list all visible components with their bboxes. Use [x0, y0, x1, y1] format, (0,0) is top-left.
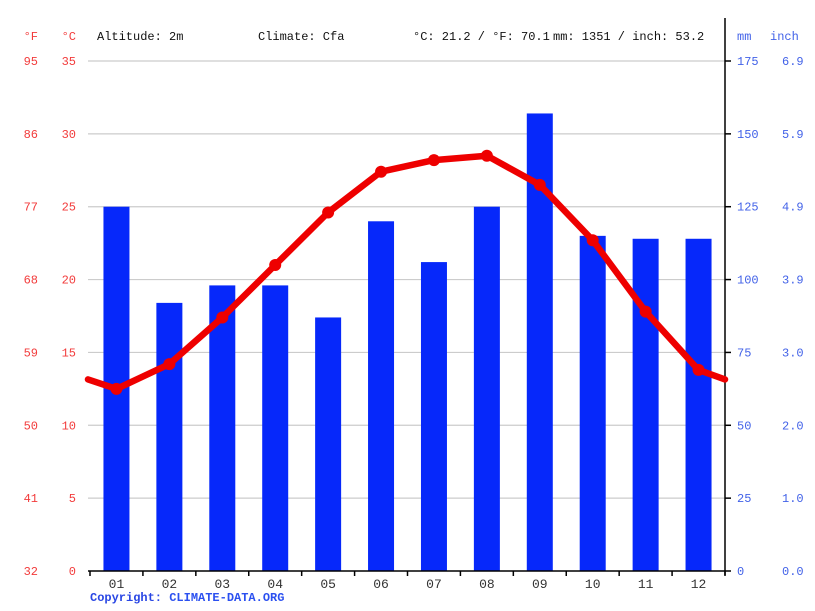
- temperature-point-06: [375, 165, 388, 178]
- month-label-07: 07: [426, 577, 442, 592]
- inch-tick-label: 1.0: [782, 492, 804, 506]
- climate-classification-label: Climate: Cfa: [258, 30, 345, 44]
- month-label-08: 08: [479, 577, 495, 592]
- precipitation-bar-03: [209, 285, 236, 571]
- temperature-point-11: [639, 305, 652, 318]
- celsius-tick-label: 20: [62, 274, 76, 288]
- celsius-tick-label: 5: [69, 492, 76, 506]
- month-label-12: 12: [691, 577, 707, 592]
- month-label-01: 01: [109, 577, 125, 592]
- precipitation-bar-12: [685, 238, 712, 571]
- altitude-label: Altitude: 2m: [97, 30, 184, 44]
- fahrenheit-tick-label: 59: [24, 346, 38, 360]
- copyright-line: Copyright: CLIMATE-DATA.ORG: [90, 591, 284, 605]
- month-label-06: 06: [373, 577, 389, 592]
- inch-tick-label: 5.9: [782, 128, 804, 142]
- celsius-tick-label: 10: [62, 419, 76, 433]
- mm-tick-label: 100: [737, 274, 759, 288]
- fahrenheit-tick-label: 41: [24, 492, 38, 506]
- celsius-tick-label: 35: [62, 55, 76, 69]
- precipitation-bar-08: [473, 206, 500, 571]
- precipitation-bar-07: [420, 262, 447, 571]
- mm-tick-label: 50: [737, 419, 751, 433]
- precipitation-bar-11: [632, 238, 659, 571]
- precipitation-bar-04: [262, 285, 289, 571]
- inch-tick-label: 6.9: [782, 55, 804, 69]
- temperature-point-08: [480, 149, 493, 162]
- temperature-point-01: [110, 382, 123, 395]
- temperature-point-04: [269, 259, 282, 271]
- month-label-09: 09: [532, 577, 548, 592]
- temperature-point-10: [586, 234, 599, 247]
- temperature-point-02: [163, 358, 176, 371]
- inch-tick-label: 3.0: [782, 346, 804, 360]
- precipitation-bar-06: [368, 221, 395, 572]
- temperature-point-09: [533, 178, 546, 191]
- celsius-axis-unit: °C: [61, 30, 76, 44]
- climate-data-org-link[interactable]: CLIMATE-DATA.ORG: [169, 591, 285, 605]
- temperature-point-12: [692, 363, 705, 376]
- temperature-point-05: [322, 206, 335, 219]
- copyright-label: Copyright:: [90, 591, 163, 605]
- precipitation-bar-02: [156, 302, 183, 571]
- fahrenheit-tick-label: 68: [24, 274, 38, 288]
- fahrenheit-tick-label: 95: [24, 55, 38, 69]
- mm-tick-label: 0: [737, 565, 744, 579]
- fahrenheit-axis-unit: °F: [23, 30, 38, 44]
- precipitation-bar-10: [579, 235, 606, 571]
- fahrenheit-tick-label: 32: [24, 565, 38, 579]
- temperature-line: [84, 152, 729, 393]
- month-label-05: 05: [320, 577, 336, 592]
- celsius-tick-label: 30: [62, 128, 76, 142]
- precipitation-bar-05: [315, 317, 342, 571]
- month-label-10: 10: [585, 577, 601, 592]
- fahrenheit-tick-label: 77: [24, 201, 38, 215]
- mm-tick-label: 175: [737, 55, 759, 69]
- temperature-point-07: [427, 154, 440, 167]
- mm-tick-label: 75: [737, 346, 751, 360]
- temperature-point-03: [216, 311, 229, 324]
- month-label-11: 11: [638, 577, 654, 592]
- inch-tick-label: 3.9: [782, 274, 804, 288]
- inch-tick-label: 0.0: [782, 565, 804, 579]
- inch-tick-label: 4.9: [782, 201, 804, 215]
- annual-precipitation-label: mm: 1351 / inch: 53.2: [553, 30, 705, 44]
- average-temperature-label: °C: 21.2 / °F: 70.1: [413, 30, 550, 44]
- mm-tick-label: 125: [737, 201, 759, 215]
- month-label-04: 04: [267, 577, 283, 592]
- mm-axis-unit: mm: [737, 30, 752, 44]
- celsius-tick-label: 25: [62, 201, 76, 215]
- month-label-03: 03: [214, 577, 230, 592]
- celsius-tick-label: 0: [69, 565, 76, 579]
- mm-tick-label: 25: [737, 492, 751, 506]
- month-label-02: 02: [162, 577, 178, 592]
- fahrenheit-tick-label: 86: [24, 128, 38, 142]
- celsius-tick-label: 15: [62, 346, 76, 360]
- inch-tick-label: 2.0: [782, 419, 804, 433]
- fahrenheit-tick-label: 50: [24, 419, 38, 433]
- inch-axis-unit: inch: [770, 30, 799, 44]
- mm-tick-label: 150: [737, 128, 759, 142]
